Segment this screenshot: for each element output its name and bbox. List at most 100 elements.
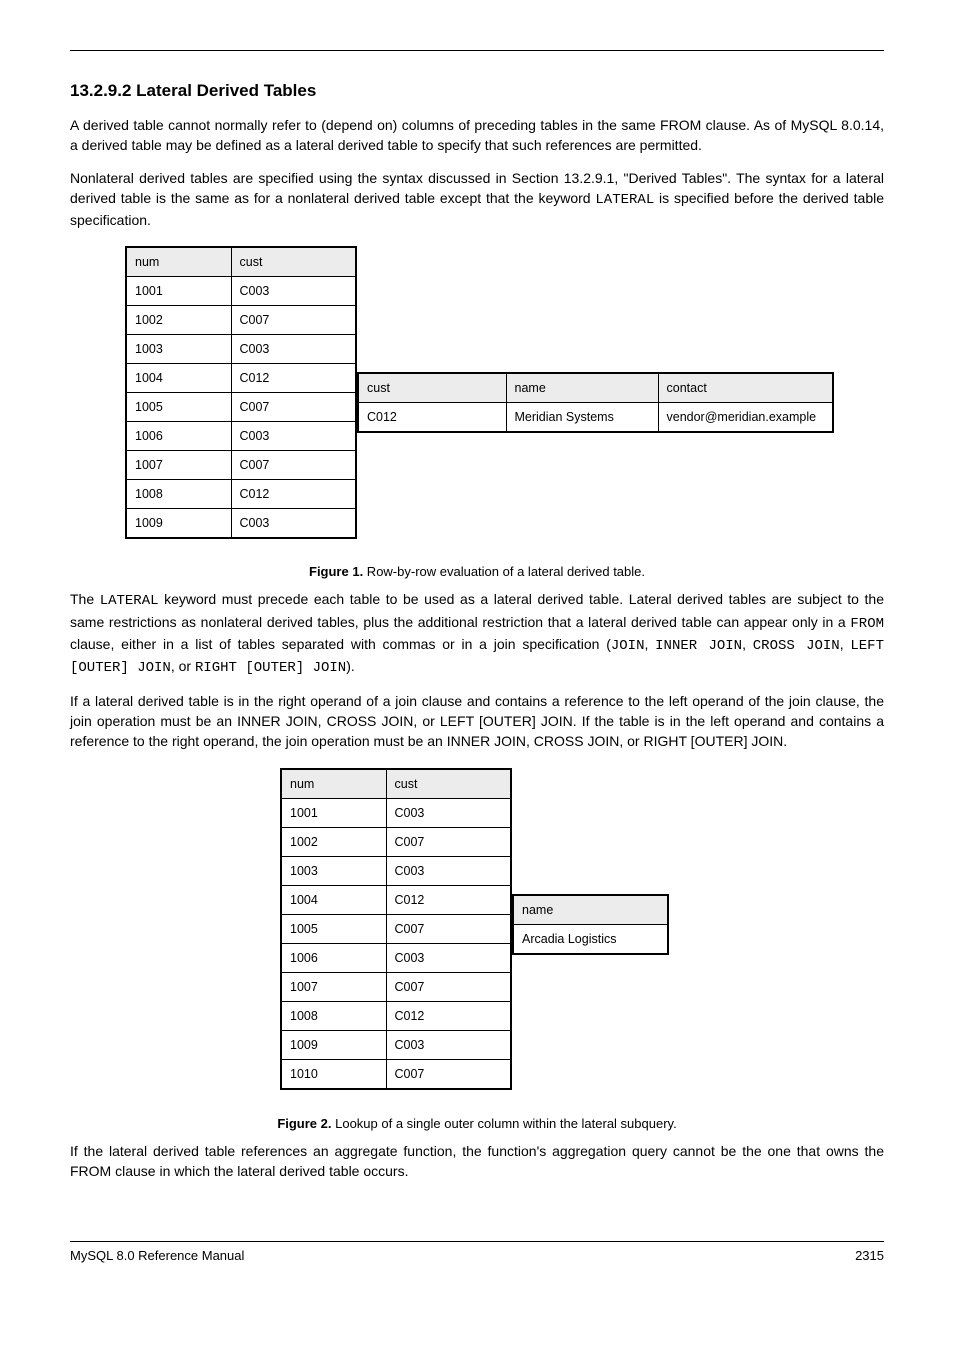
cell: C003 — [231, 509, 356, 539]
cell: Meridian Systems — [506, 403, 658, 433]
cell: 1003 — [281, 856, 386, 885]
paragraph-syntax: Nonlateral derived tables are specified … — [70, 168, 884, 231]
table-header-row: name — [513, 895, 668, 925]
figure-label: Figure 1. — [309, 564, 363, 579]
table-row: 1004C012 — [281, 885, 511, 914]
cell: 1001 — [126, 277, 231, 306]
text: clause, either in a list of tables separ… — [70, 636, 611, 652]
cell: C012 — [358, 403, 506, 433]
xref-link[interactable]: Section 13.2.9.1, "Derived Tables" — [512, 170, 727, 186]
table-row: 1008C012 — [281, 1001, 511, 1030]
cell: 1007 — [126, 451, 231, 480]
table-row: 1009C003 — [126, 509, 356, 539]
cell: C007 — [386, 827, 511, 856]
cell: 1005 — [281, 914, 386, 943]
paragraph-join-rules: If a lateral derived table is in the rig… — [70, 691, 884, 752]
cell: 1006 — [126, 422, 231, 451]
cell: C003 — [386, 943, 511, 972]
code: LATERAL — [100, 593, 159, 609]
cell: C007 — [386, 972, 511, 1001]
cell: C003 — [231, 335, 356, 364]
table-row: C012 Meridian Systems vendor@meridian.ex… — [358, 403, 833, 433]
table-row: 1005C007 — [281, 914, 511, 943]
cell: 1009 — [126, 509, 231, 539]
paragraph-intro: A derived table cannot normally refer to… — [70, 115, 884, 156]
page-footer: MySQL 8.0 Reference Manual 2315 — [70, 1248, 884, 1263]
cell: C012 — [231, 364, 356, 393]
column-header: cust — [358, 373, 506, 403]
figure-label: Figure 2. — [277, 1116, 331, 1131]
text: The — [70, 591, 100, 607]
figure2-orders-table: num cust 1001C003 1002C007 1003C003 1004… — [280, 768, 512, 1090]
cell: C007 — [386, 914, 511, 943]
column-header: num — [281, 769, 386, 799]
column-header: num — [126, 247, 231, 277]
cell: C007 — [231, 451, 356, 480]
table-row: 1003C003 — [281, 856, 511, 885]
table-row: 1007C007 — [281, 972, 511, 1001]
cell: 1006 — [281, 943, 386, 972]
table-row: 1006C003 — [281, 943, 511, 972]
table-row: 1001C003 — [126, 277, 356, 306]
column-header: name — [506, 373, 658, 403]
cell: 1005 — [126, 393, 231, 422]
rule-top — [70, 50, 884, 51]
rule-bottom — [70, 1241, 884, 1242]
cell: C003 — [386, 1030, 511, 1059]
cell: C007 — [386, 1059, 511, 1089]
caption-text: Lookup of a single outer column within t… — [332, 1116, 677, 1131]
table-row: 1009C003 — [281, 1030, 511, 1059]
table-header-row: num cust — [281, 769, 511, 799]
figure-2: num cust 1001C003 1002C007 1003C003 1004… — [280, 768, 884, 1108]
figure2-caption: Figure 2. Lookup of a single outer colum… — [70, 1116, 884, 1131]
footer-left: MySQL 8.0 Reference Manual — [70, 1248, 244, 1263]
text: ). — [346, 658, 355, 674]
table-header-row: cust name contact — [358, 373, 833, 403]
table-row: 1002C007 — [281, 827, 511, 856]
caption-text: Row-by-row evaluation of a lateral deriv… — [363, 564, 645, 579]
code: FROM — [850, 616, 884, 632]
table-row: 1005C007 — [126, 393, 356, 422]
column-header: cust — [231, 247, 356, 277]
table-row: Arcadia Logistics — [513, 924, 668, 954]
cell: C012 — [386, 885, 511, 914]
code: RIGHT [OUTER] JOIN — [195, 660, 346, 676]
code: INNER JOIN — [655, 638, 742, 654]
paragraph-aggregate: If the lateral derived table references … — [70, 1141, 884, 1182]
cell: C003 — [386, 856, 511, 885]
cell: C003 — [386, 798, 511, 827]
cell: 1002 — [126, 306, 231, 335]
table-header-row: num cust — [126, 247, 356, 277]
cell: 1002 — [281, 827, 386, 856]
table-row: 1006C003 — [126, 422, 356, 451]
cell: 1008 — [281, 1001, 386, 1030]
code: JOIN — [611, 638, 645, 654]
cell: 1009 — [281, 1030, 386, 1059]
table-row: 1007C007 — [126, 451, 356, 480]
cell: vendor@meridian.example — [658, 403, 833, 433]
table-row: 1003C003 — [126, 335, 356, 364]
figure1-orders-table: num cust 1001C003 1002C007 1003C003 1004… — [125, 246, 357, 539]
table-row: 1010C007 — [281, 1059, 511, 1089]
table-row: 1004C012 — [126, 364, 356, 393]
text: keyword must precede each table to be us… — [70, 591, 884, 629]
text: , — [644, 636, 655, 652]
cell: 1004 — [281, 885, 386, 914]
figure1-customers-table: cust name contact C012 Meridian Systems … — [357, 372, 834, 433]
cell: 1001 — [281, 798, 386, 827]
cell: C012 — [231, 480, 356, 509]
cell: Arcadia Logistics — [513, 924, 668, 954]
figure-1: num cust 1001C003 1002C007 1003C003 1004… — [125, 246, 884, 556]
cell: C012 — [386, 1001, 511, 1030]
footer-page-number: 2315 — [855, 1248, 884, 1263]
column-header: contact — [658, 373, 833, 403]
cell: 1004 — [126, 364, 231, 393]
column-header: name — [513, 895, 668, 925]
code: CROSS JOIN — [753, 638, 840, 654]
figure1-caption: Figure 1. Row-by-row evaluation of a lat… — [70, 564, 884, 579]
cell: 1008 — [126, 480, 231, 509]
code-lateral: LATERAL — [595, 192, 654, 208]
table-row: 1008C012 — [126, 480, 356, 509]
cell: C007 — [231, 306, 356, 335]
paragraph-restrictions: The LATERAL keyword must precede each ta… — [70, 589, 884, 678]
